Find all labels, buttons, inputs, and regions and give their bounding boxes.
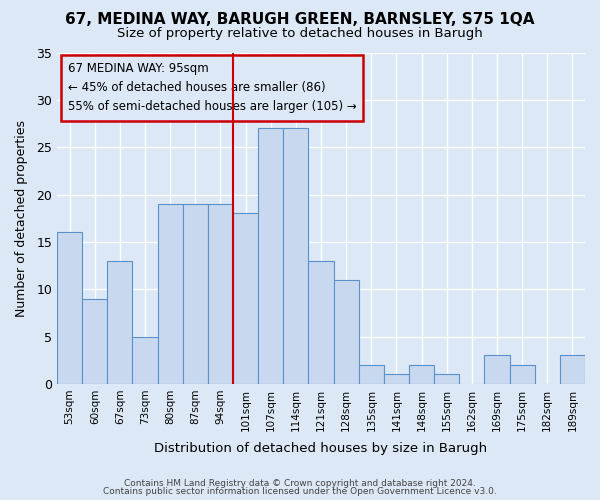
Bar <box>82 298 107 384</box>
Text: Size of property relative to detached houses in Barugh: Size of property relative to detached ho… <box>117 28 483 40</box>
Bar <box>158 204 183 384</box>
Text: 67 MEDINA WAY: 95sqm
← 45% of detached houses are smaller (86)
55% of semi-detac: 67 MEDINA WAY: 95sqm ← 45% of detached h… <box>68 62 356 114</box>
Y-axis label: Number of detached properties: Number of detached properties <box>15 120 28 316</box>
Bar <box>434 374 460 384</box>
Bar <box>409 365 434 384</box>
Text: Contains public sector information licensed under the Open Government Licence v3: Contains public sector information licen… <box>103 487 497 496</box>
X-axis label: Distribution of detached houses by size in Barugh: Distribution of detached houses by size … <box>154 442 488 455</box>
Bar <box>258 128 283 384</box>
Bar <box>308 261 334 384</box>
Bar <box>183 204 208 384</box>
Bar <box>133 336 158 384</box>
Text: 67, MEDINA WAY, BARUGH GREEN, BARNSLEY, S75 1QA: 67, MEDINA WAY, BARUGH GREEN, BARNSLEY, … <box>65 12 535 28</box>
Bar <box>233 214 258 384</box>
Bar <box>359 365 384 384</box>
Bar <box>208 204 233 384</box>
Text: Contains HM Land Registry data © Crown copyright and database right 2024.: Contains HM Land Registry data © Crown c… <box>124 478 476 488</box>
Bar <box>107 261 133 384</box>
Bar <box>57 232 82 384</box>
Bar <box>283 128 308 384</box>
Bar <box>484 356 509 384</box>
Bar <box>334 280 359 384</box>
Bar <box>384 374 409 384</box>
Bar <box>509 365 535 384</box>
Bar <box>560 356 585 384</box>
